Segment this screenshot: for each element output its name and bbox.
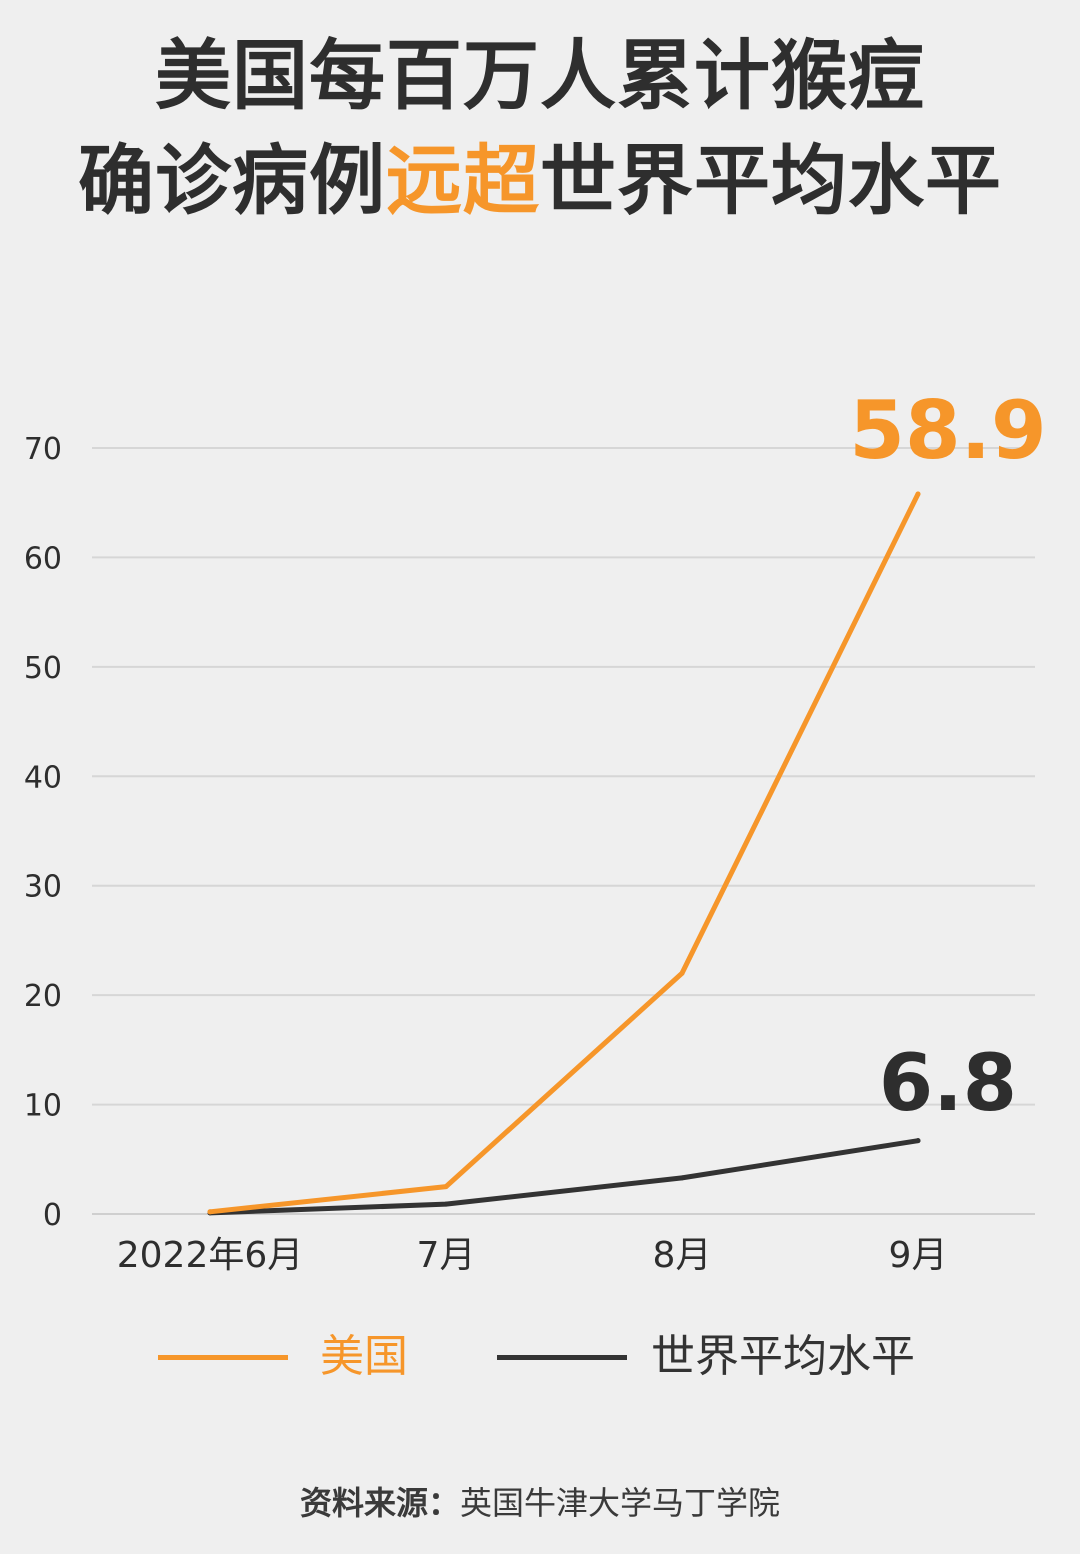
chart-legend: 美国 世界平均水平: [0, 1322, 1080, 1392]
data-point-1-2: [679, 1175, 685, 1181]
title-text-2a: 确诊病例: [78, 136, 386, 225]
y-tick-label-10: 10: [24, 1089, 62, 1124]
legend-label-usa: 美国: [320, 1331, 408, 1382]
legend-item-usa: 美国: [158, 1322, 438, 1392]
data-point-0-1: [443, 1184, 449, 1190]
chart-title-line1: 美国每百万人累计猴痘: [0, 28, 1080, 124]
y-tick-label-20: 20: [24, 979, 62, 1014]
series-line-0: [207, 491, 921, 1215]
x-tick-label-2: 8月: [653, 1235, 712, 1276]
legend-line-usa: [158, 1355, 288, 1360]
series-line-1: [207, 1138, 921, 1216]
legend-item-world: 世界平均水平: [497, 1322, 947, 1392]
source-text: 英国牛津大学马丁学院: [460, 1484, 781, 1522]
title-text-2b: 世界平均水平: [540, 136, 1002, 225]
title-text-1: 美国每百万人累计猴痘: [155, 31, 925, 120]
data-point-0-0: [207, 1209, 213, 1215]
legend-line-world: [497, 1355, 627, 1360]
data-point-1-1: [443, 1201, 449, 1207]
x-tick-label-3: 9月: [889, 1235, 948, 1276]
y-tick-label-40: 40: [24, 760, 62, 795]
legend-label-world: 世界平均水平: [651, 1331, 915, 1382]
end-label-world: 6.8: [879, 1039, 1017, 1129]
y-tick-label-50: 50: [24, 651, 62, 686]
line-chart: 0 10 20 30 40 50 60 70 2022年6月 7月 8月 9月 58.9 6.8: [24, 384, 1047, 1276]
y-tick-label-70: 70: [24, 432, 62, 467]
title-highlight: 远超: [386, 136, 540, 225]
y-tick-label-30: 30: [24, 870, 62, 905]
y-tick-label-0: 0: [43, 1198, 62, 1233]
y-tick-label-60: 60: [24, 541, 62, 576]
x-tick-label-0: 2022年6月: [117, 1235, 304, 1276]
end-label-usa: 58.9: [849, 384, 1046, 477]
data-point-1-3: [915, 1138, 921, 1144]
source-label: 资料来源：: [299, 1484, 460, 1522]
source-note: 资料来源：英国牛津大学马丁学院: [0, 1478, 1080, 1524]
x-tick-label-1: 7月: [417, 1235, 476, 1276]
data-point-0-3: [915, 491, 921, 497]
data-point-0-2: [679, 970, 685, 976]
chart-title-line2: 确诊病例远超世界平均水平: [0, 133, 1080, 229]
